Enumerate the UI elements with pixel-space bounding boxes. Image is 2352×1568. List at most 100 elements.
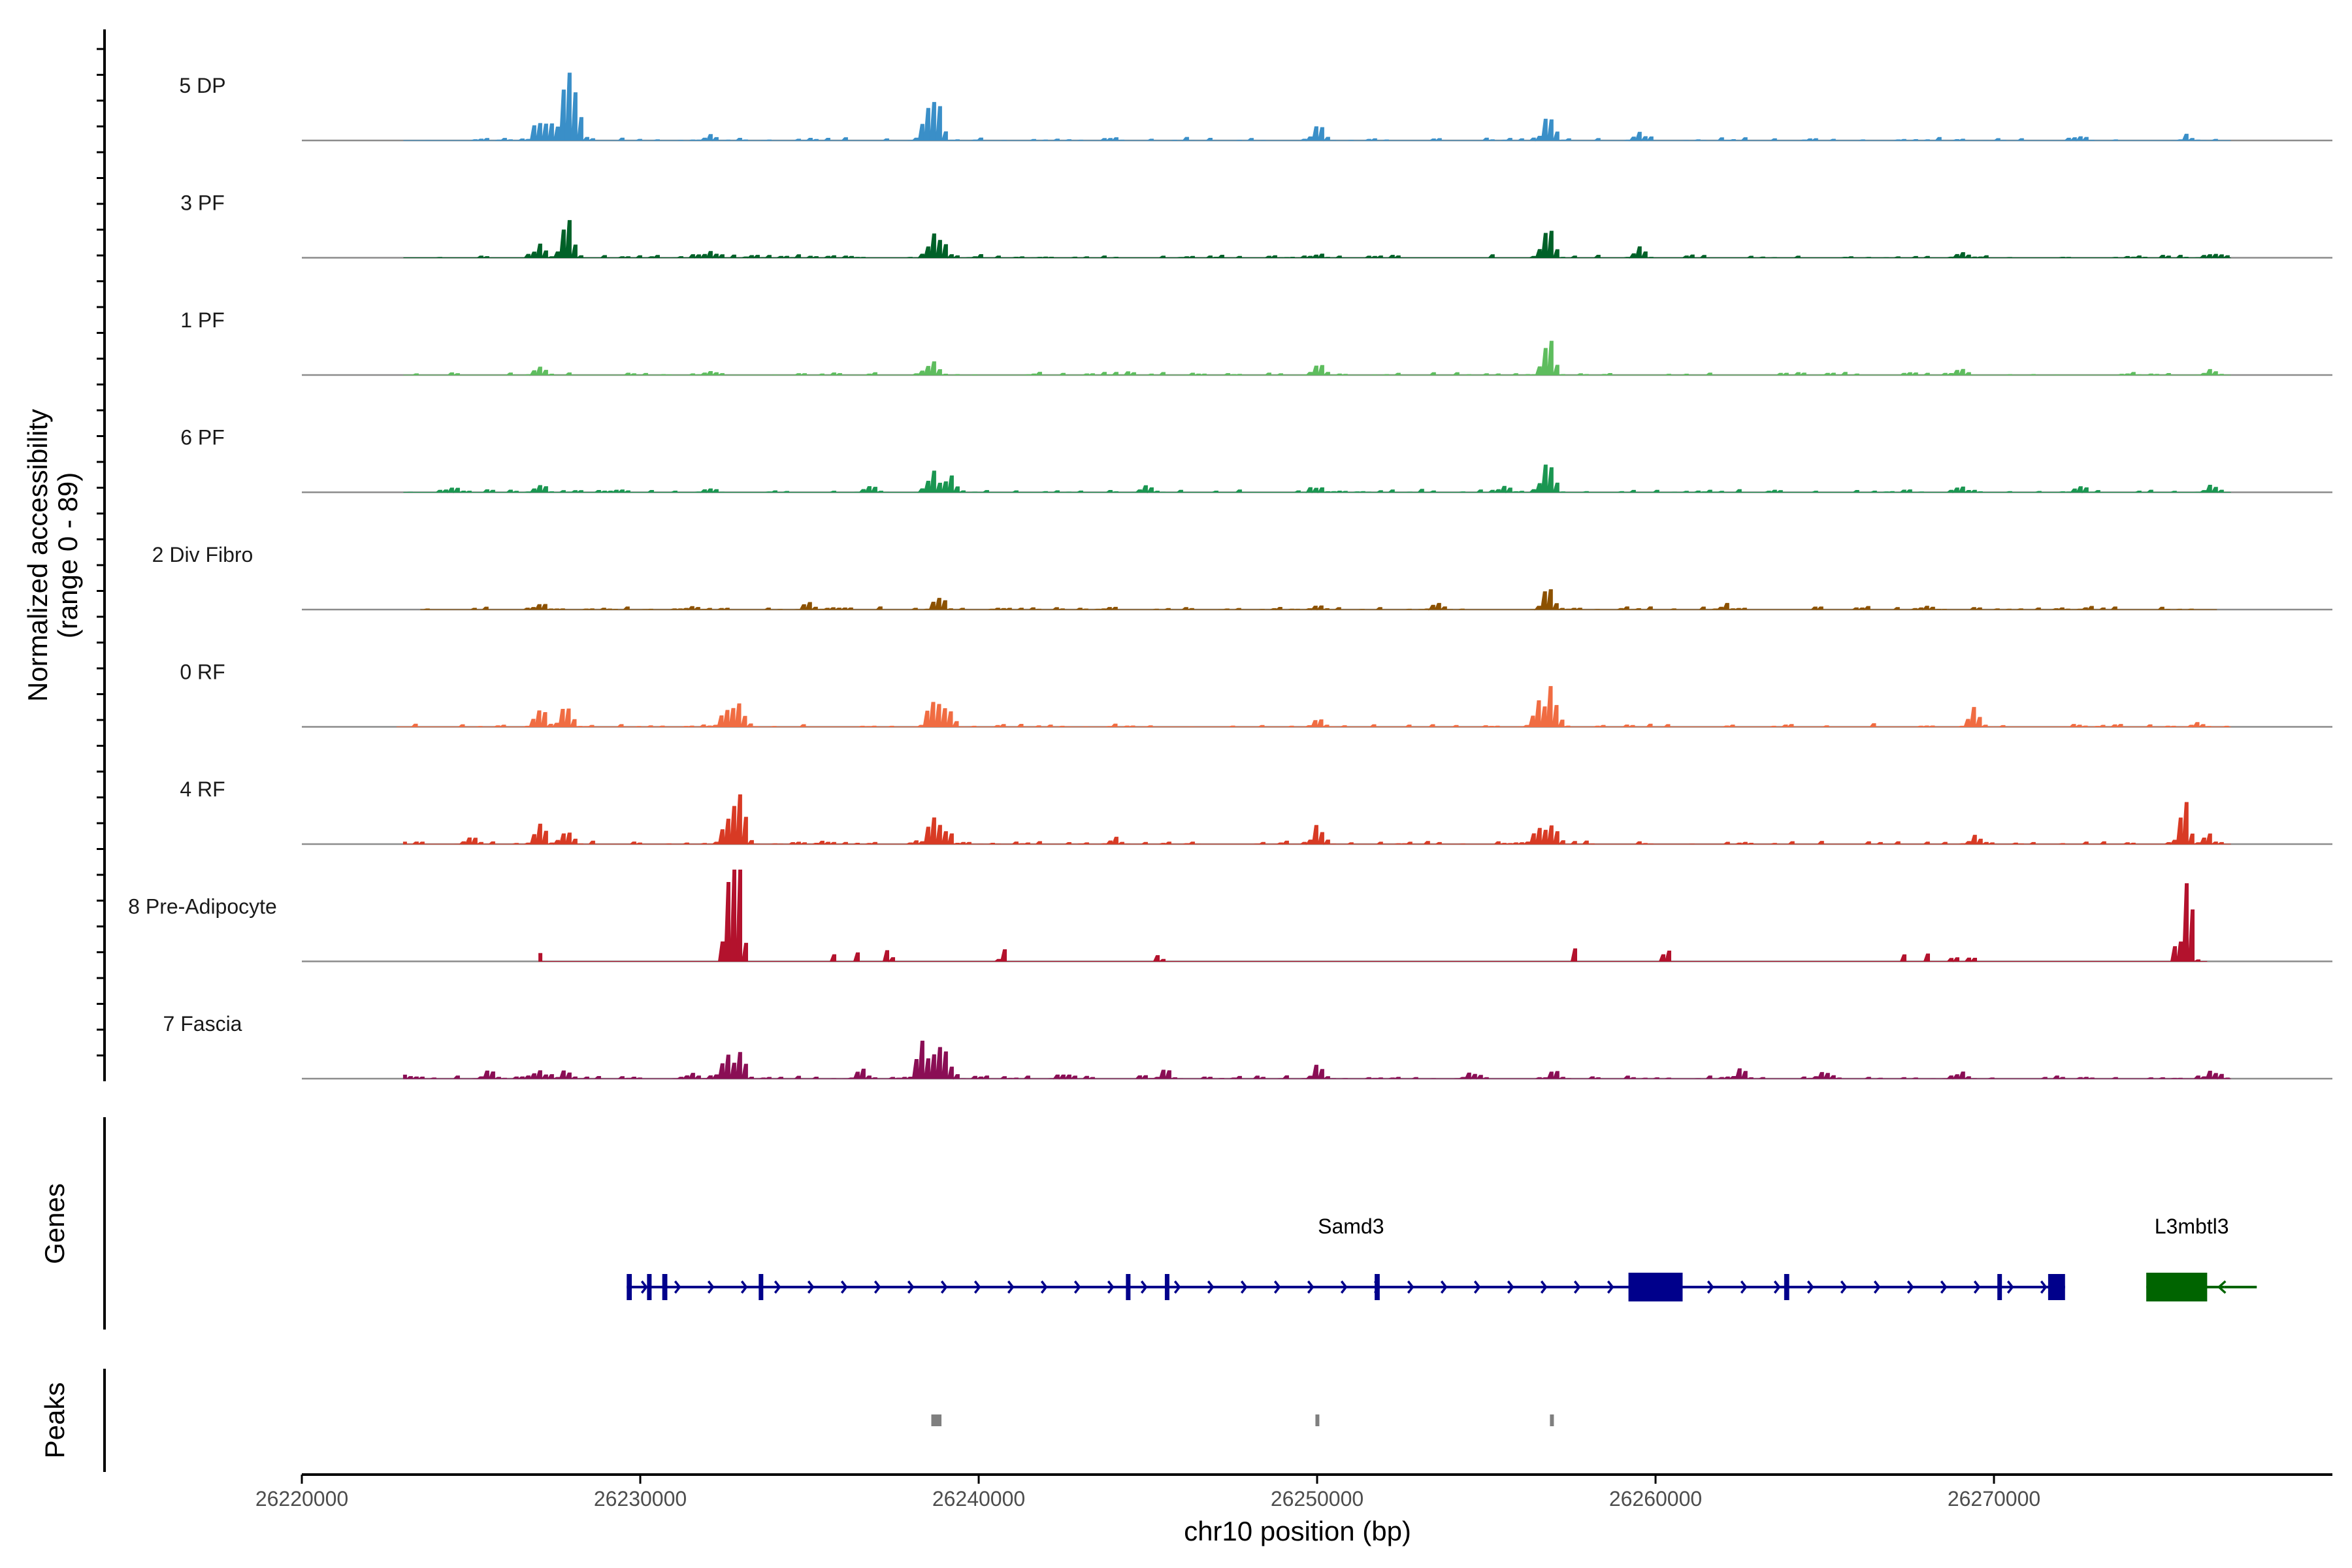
peak-region (1315, 1414, 1320, 1426)
gene-strand-arrow (874, 1280, 881, 1294)
gene-strand-arrow (1173, 1280, 1181, 1294)
gene-strand-arrow (1840, 1280, 1848, 1294)
gene-strand-arrow (1440, 1280, 1448, 1294)
track-label: 4 RF (180, 777, 225, 801)
gene-strand-arrow (1873, 1280, 1881, 1294)
coverage-area (402, 794, 2231, 845)
gene-l3mbtl3: L3mbtl3 (2146, 1215, 2257, 1301)
gene-exon (2048, 1274, 2065, 1300)
gene-strand-arrow (1307, 1280, 1315, 1294)
track-8-pre-adipocyte: 8 Pre-Adipocyte (128, 870, 2332, 963)
track-1-pf: 1 PF (180, 308, 2332, 376)
gene-samd3: Samd3 (627, 1215, 2065, 1301)
gene-label: Samd3 (1318, 1215, 1384, 1238)
gene-strand-arrow (1340, 1280, 1348, 1294)
gene-strand-arrow (1940, 1280, 1948, 1294)
track-3-pf: 3 PF (180, 191, 2332, 259)
gene-strand-arrow (1607, 1280, 1614, 1294)
peak-region (931, 1414, 942, 1426)
gene-strand-arrow (2006, 1280, 2014, 1294)
gene-strand-arrow (1240, 1280, 1248, 1294)
coverage-area (538, 870, 2208, 963)
track-7-fascia: 7 Fascia (163, 1012, 2332, 1080)
gene-exon (627, 1274, 632, 1300)
y-axis-subtitle: (range 0 - 89) (52, 472, 83, 638)
track-label: 8 Pre-Adipocyte (128, 895, 277, 919)
gene-strand-arrow (2217, 1280, 2227, 1294)
track-label: 5 DP (179, 74, 225, 97)
x-tick-label: 26240000 (932, 1487, 1025, 1511)
peaks-track-title: Peaks (39, 1382, 70, 1459)
coverage-area (403, 340, 2231, 376)
gene-strand-arrow (1707, 1280, 1714, 1294)
track-label: 0 RF (180, 661, 225, 684)
coverage-y-axis (97, 29, 106, 1081)
gene-strand-arrow (774, 1280, 781, 1294)
x-tick-label: 26230000 (594, 1487, 687, 1511)
gene-strand-arrow (1107, 1280, 1115, 1294)
x-tick-label: 26220000 (255, 1487, 348, 1511)
gene-strand-arrow (907, 1280, 915, 1294)
gene-strand-arrow (840, 1280, 848, 1294)
gene-exon (1126, 1274, 1131, 1300)
coverage-area (403, 220, 2231, 259)
track-6-pf: 6 PF (180, 426, 2332, 494)
gene-exon (1375, 1274, 1380, 1300)
genes-track-title: Genes (39, 1183, 70, 1264)
gene-strand-arrow (707, 1280, 715, 1294)
gene-exon (1164, 1274, 1169, 1300)
gene-strand-arrow (1507, 1280, 1514, 1294)
track-label: 2 Div Fibro (152, 543, 253, 566)
gene-exon (662, 1274, 668, 1300)
track-0-rf: 0 RF (180, 661, 2332, 728)
gene-strand-arrow (1073, 1280, 1081, 1294)
x-axis-title: chr10 position (bp) (1184, 1516, 1411, 1546)
coverage-tracks: 5 DP 3 PF 1 PF 6 PF 2 Div Fibro 0 RF 4 RF 8 Pre… (128, 73, 2332, 1080)
gene-strand-arrow (1007, 1280, 1015, 1294)
gene-strand-arrow (1273, 1280, 1281, 1294)
gene-strand-arrow (1773, 1280, 1781, 1294)
peak-region (1550, 1414, 1554, 1426)
gene-strand-arrow (1973, 1280, 1981, 1294)
track-label: 1 PF (180, 308, 225, 332)
gene-strand-arrow (1906, 1280, 1914, 1294)
track-2-div-fibro: 2 Div Fibro (152, 543, 2332, 611)
y-axis-title: Normalized accessibility (22, 409, 53, 702)
gene-strand-arrow (1573, 1280, 1581, 1294)
coverage-area (403, 465, 2231, 494)
genes-panel: Samd3 L3mbtl3 (103, 1117, 2257, 1330)
gene-strand-arrow (1140, 1280, 1148, 1294)
x-tick-label: 26250000 (1271, 1487, 1364, 1511)
gene-strand-arrow (1473, 1280, 1481, 1294)
gene-exon (647, 1274, 652, 1300)
gene-strand-arrow (640, 1280, 648, 1294)
gene-strand-arrow (674, 1280, 681, 1294)
gene-strand-arrow (940, 1280, 948, 1294)
track-label: 6 PF (180, 426, 225, 449)
track-4-rf: 4 RF (180, 777, 2332, 845)
x-axis: 26220000 26230000 26240000 26250000 26260000… (255, 1473, 2332, 1511)
x-tick-label: 26260000 (1609, 1487, 1702, 1511)
gene-strand-arrow (973, 1280, 981, 1294)
x-tick-label: 26270000 (1948, 1487, 2040, 1511)
gene-strand-arrow (1540, 1280, 1548, 1294)
track-5-dp: 5 DP (179, 73, 2332, 142)
gene-strand-arrow (1407, 1280, 1414, 1294)
gene-exon (1784, 1274, 1789, 1300)
gene-strand-arrow (1740, 1280, 1748, 1294)
gene-exon (1997, 1274, 2002, 1300)
peaks-panel (103, 1369, 1554, 1472)
gene-exon (759, 1274, 764, 1300)
track-label: 3 PF (180, 191, 225, 215)
gene-exon (1628, 1273, 1683, 1301)
gene-strand-arrow (2040, 1280, 2048, 1294)
coverage-area (420, 589, 2217, 611)
coverage-area (403, 73, 2231, 142)
coverage-area (397, 686, 2231, 728)
gene-label: L3mbtl3 (2155, 1215, 2229, 1238)
gene-strand-arrow (1207, 1280, 1215, 1294)
track-label: 7 Fascia (163, 1012, 242, 1036)
gene-strand-arrow (1040, 1280, 1048, 1294)
gene-strand-arrow (740, 1280, 748, 1294)
